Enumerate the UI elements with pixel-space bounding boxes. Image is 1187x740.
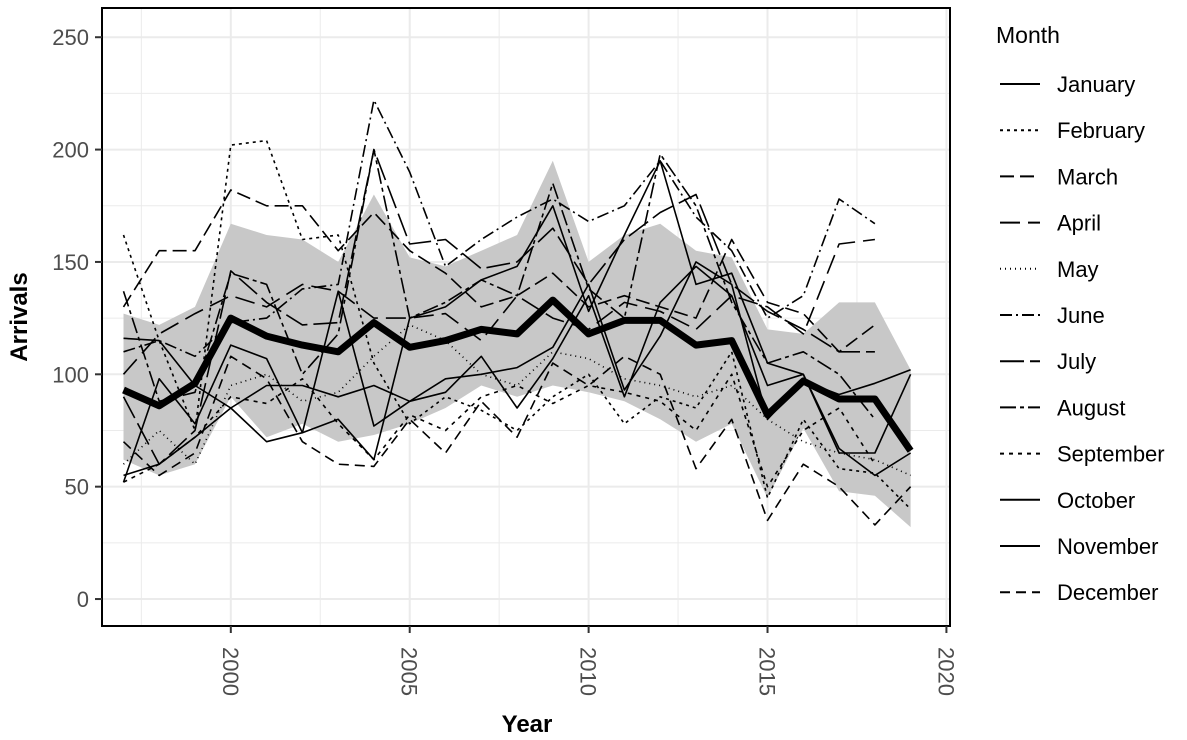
legend-label-november: November (1057, 534, 1158, 559)
legend-label-april: April (1057, 211, 1101, 236)
x-tick-label: 2015 (755, 647, 780, 696)
x-tick-label: 2000 (218, 647, 243, 696)
legend: Month January February March April May June Ju… (996, 22, 1165, 605)
series-line-october (122, 160, 912, 483)
x-tick-label: 2010 (576, 647, 601, 696)
legend-label-august: August (1057, 395, 1126, 420)
y-tick-label: 50 (65, 475, 89, 500)
month-series (122, 99, 912, 526)
legend-label-march: March (1057, 164, 1118, 189)
y-tick-label: 0 (77, 587, 89, 612)
y-axis-title: Arrivals (6, 272, 33, 361)
series-line-november (123, 265, 912, 477)
legend-label-june: June (1057, 303, 1105, 328)
legend-label-october: October (1057, 488, 1135, 513)
mean-line (122, 296, 914, 453)
x-axis-title: Year (502, 711, 553, 738)
legend-label-january: January (1057, 72, 1135, 97)
x-tick-label: 2005 (397, 647, 422, 696)
x-tick-label: 2020 (933, 647, 958, 696)
legend-label-february: February (1057, 118, 1145, 143)
y-tick-label: 200 (52, 138, 89, 163)
series-line-march (122, 189, 876, 353)
series-line-december (122, 355, 912, 526)
series-line-june (123, 99, 876, 358)
confidence-band (123, 160, 911, 528)
series-line-february (122, 139, 912, 510)
legend-label-may: May (1057, 257, 1099, 282)
legend-label-december: December (1057, 580, 1158, 605)
legend-title: Month (996, 22, 1060, 48)
series-line-april (122, 238, 875, 375)
legend-label-september: September (1057, 442, 1165, 467)
legend-label-july: July (1057, 349, 1096, 374)
y-tick-label: 150 (52, 250, 89, 275)
plot-border (101, 7, 951, 627)
y-tick-label: 250 (52, 25, 89, 50)
x-axis: 2000 2005 2010 2015 2020 (218, 626, 958, 696)
y-tick-label: 100 (52, 362, 89, 387)
series-line-july (122, 148, 875, 465)
y-axis: 0 50 100 150 200 250 (52, 25, 102, 612)
series-line-august (122, 148, 876, 420)
